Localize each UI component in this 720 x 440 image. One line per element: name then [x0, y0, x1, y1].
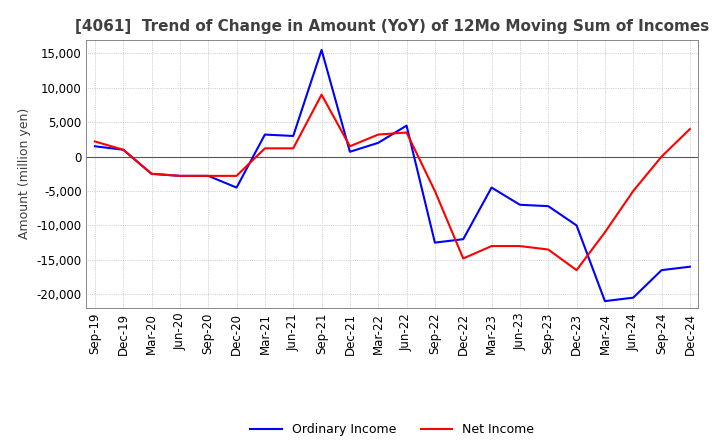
Ordinary Income	[233, 185, 241, 190]
Net Income	[431, 188, 439, 194]
Ordinary Income	[374, 140, 382, 146]
Net Income	[600, 230, 609, 235]
Title: [4061]  Trend of Change in Amount (YoY) of 12Mo Moving Sum of Incomes: [4061] Trend of Change in Amount (YoY) o…	[76, 19, 709, 34]
Ordinary Income	[572, 223, 581, 228]
Net Income	[657, 154, 666, 159]
Net Income	[233, 173, 241, 179]
Line: Net Income: Net Income	[95, 95, 690, 270]
Net Income	[261, 146, 269, 151]
Ordinary Income	[600, 298, 609, 304]
Ordinary Income	[289, 133, 297, 139]
Net Income	[346, 143, 354, 149]
Net Income	[572, 268, 581, 273]
Ordinary Income	[487, 185, 496, 190]
Net Income	[374, 132, 382, 137]
Net Income	[516, 243, 524, 249]
Net Income	[544, 247, 552, 252]
Ordinary Income	[516, 202, 524, 207]
Net Income	[91, 139, 99, 144]
Ordinary Income	[346, 149, 354, 154]
Ordinary Income	[119, 147, 127, 152]
Net Income	[289, 146, 297, 151]
Net Income	[459, 256, 467, 261]
Y-axis label: Amount (million yen): Amount (million yen)	[18, 108, 31, 239]
Net Income	[629, 188, 637, 194]
Net Income	[487, 243, 496, 249]
Net Income	[318, 92, 326, 97]
Ordinary Income	[431, 240, 439, 245]
Ordinary Income	[459, 237, 467, 242]
Net Income	[176, 173, 184, 179]
Ordinary Income	[402, 123, 411, 128]
Ordinary Income	[148, 171, 156, 176]
Line: Ordinary Income: Ordinary Income	[95, 50, 690, 301]
Ordinary Income	[91, 143, 99, 149]
Ordinary Income	[629, 295, 637, 301]
Net Income	[685, 126, 694, 132]
Ordinary Income	[685, 264, 694, 269]
Net Income	[119, 147, 127, 152]
Ordinary Income	[318, 47, 326, 52]
Ordinary Income	[657, 268, 666, 273]
Net Income	[402, 130, 411, 135]
Net Income	[204, 173, 212, 179]
Ordinary Income	[544, 204, 552, 209]
Legend: Ordinary Income, Net Income: Ordinary Income, Net Income	[246, 418, 539, 440]
Ordinary Income	[204, 173, 212, 179]
Ordinary Income	[261, 132, 269, 137]
Net Income	[148, 171, 156, 176]
Ordinary Income	[176, 173, 184, 179]
